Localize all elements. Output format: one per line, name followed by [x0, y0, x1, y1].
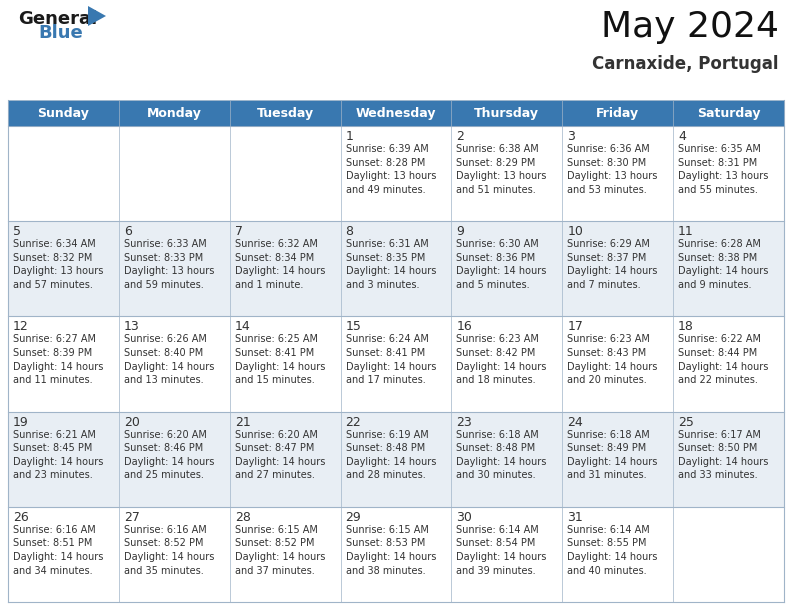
- Text: Sunrise: 6:33 AM
Sunset: 8:33 PM
Daylight: 13 hours
and 59 minutes.: Sunrise: 6:33 AM Sunset: 8:33 PM Dayligh…: [124, 239, 214, 290]
- Text: 4: 4: [678, 130, 686, 143]
- Text: Sunrise: 6:26 AM
Sunset: 8:40 PM
Daylight: 14 hours
and 13 minutes.: Sunrise: 6:26 AM Sunset: 8:40 PM Dayligh…: [124, 334, 214, 385]
- Text: Carnaxide, Portugal: Carnaxide, Portugal: [592, 55, 779, 73]
- Text: 2: 2: [456, 130, 464, 143]
- Bar: [8, 507, 784, 602]
- Text: 28: 28: [234, 511, 250, 524]
- Text: Sunrise: 6:38 AM
Sunset: 8:29 PM
Daylight: 13 hours
and 51 minutes.: Sunrise: 6:38 AM Sunset: 8:29 PM Dayligh…: [456, 144, 546, 195]
- Text: 16: 16: [456, 321, 472, 334]
- Text: Sunrise: 6:32 AM
Sunset: 8:34 PM
Daylight: 14 hours
and 1 minute.: Sunrise: 6:32 AM Sunset: 8:34 PM Dayligh…: [234, 239, 325, 290]
- Text: 13: 13: [124, 321, 139, 334]
- Text: 30: 30: [456, 511, 472, 524]
- Text: Wednesday: Wednesday: [356, 106, 436, 119]
- Text: 7: 7: [234, 225, 242, 238]
- Text: Sunrise: 6:14 AM
Sunset: 8:55 PM
Daylight: 14 hours
and 40 minutes.: Sunrise: 6:14 AM Sunset: 8:55 PM Dayligh…: [567, 525, 657, 576]
- Bar: [8, 100, 784, 126]
- Text: Sunrise: 6:28 AM
Sunset: 8:38 PM
Daylight: 14 hours
and 9 minutes.: Sunrise: 6:28 AM Sunset: 8:38 PM Dayligh…: [678, 239, 768, 290]
- Text: 12: 12: [13, 321, 29, 334]
- Text: Saturday: Saturday: [697, 106, 760, 119]
- Text: Sunrise: 6:20 AM
Sunset: 8:46 PM
Daylight: 14 hours
and 25 minutes.: Sunrise: 6:20 AM Sunset: 8:46 PM Dayligh…: [124, 430, 214, 480]
- Text: 27: 27: [124, 511, 139, 524]
- Bar: [8, 412, 784, 507]
- Text: Sunrise: 6:27 AM
Sunset: 8:39 PM
Daylight: 14 hours
and 11 minutes.: Sunrise: 6:27 AM Sunset: 8:39 PM Dayligh…: [13, 334, 104, 385]
- Text: General: General: [18, 10, 97, 28]
- Bar: [8, 316, 784, 412]
- Text: Sunrise: 6:24 AM
Sunset: 8:41 PM
Daylight: 14 hours
and 17 minutes.: Sunrise: 6:24 AM Sunset: 8:41 PM Dayligh…: [345, 334, 436, 385]
- Text: 26: 26: [13, 511, 29, 524]
- Text: Sunrise: 6:39 AM
Sunset: 8:28 PM
Daylight: 13 hours
and 49 minutes.: Sunrise: 6:39 AM Sunset: 8:28 PM Dayligh…: [345, 144, 436, 195]
- Text: Sunrise: 6:19 AM
Sunset: 8:48 PM
Daylight: 14 hours
and 28 minutes.: Sunrise: 6:19 AM Sunset: 8:48 PM Dayligh…: [345, 430, 436, 480]
- Text: Sunrise: 6:36 AM
Sunset: 8:30 PM
Daylight: 13 hours
and 53 minutes.: Sunrise: 6:36 AM Sunset: 8:30 PM Dayligh…: [567, 144, 657, 195]
- Text: Sunrise: 6:30 AM
Sunset: 8:36 PM
Daylight: 14 hours
and 5 minutes.: Sunrise: 6:30 AM Sunset: 8:36 PM Dayligh…: [456, 239, 546, 290]
- Text: Sunrise: 6:35 AM
Sunset: 8:31 PM
Daylight: 13 hours
and 55 minutes.: Sunrise: 6:35 AM Sunset: 8:31 PM Dayligh…: [678, 144, 768, 195]
- Text: Tuesday: Tuesday: [257, 106, 314, 119]
- Text: Sunrise: 6:16 AM
Sunset: 8:51 PM
Daylight: 14 hours
and 34 minutes.: Sunrise: 6:16 AM Sunset: 8:51 PM Dayligh…: [13, 525, 104, 576]
- Text: Thursday: Thursday: [474, 106, 539, 119]
- Text: 20: 20: [124, 416, 139, 428]
- Text: Blue: Blue: [38, 24, 82, 42]
- Polygon shape: [88, 6, 106, 26]
- Text: Sunrise: 6:18 AM
Sunset: 8:48 PM
Daylight: 14 hours
and 30 minutes.: Sunrise: 6:18 AM Sunset: 8:48 PM Dayligh…: [456, 430, 546, 480]
- Text: Sunrise: 6:15 AM
Sunset: 8:53 PM
Daylight: 14 hours
and 38 minutes.: Sunrise: 6:15 AM Sunset: 8:53 PM Dayligh…: [345, 525, 436, 576]
- Text: 10: 10: [567, 225, 583, 238]
- Text: Sunrise: 6:20 AM
Sunset: 8:47 PM
Daylight: 14 hours
and 27 minutes.: Sunrise: 6:20 AM Sunset: 8:47 PM Dayligh…: [234, 430, 325, 480]
- Text: 22: 22: [345, 416, 361, 428]
- Text: 8: 8: [345, 225, 353, 238]
- Text: 21: 21: [234, 416, 250, 428]
- Text: Sunrise: 6:23 AM
Sunset: 8:42 PM
Daylight: 14 hours
and 18 minutes.: Sunrise: 6:23 AM Sunset: 8:42 PM Dayligh…: [456, 334, 546, 385]
- Text: 15: 15: [345, 321, 361, 334]
- Text: 14: 14: [234, 321, 250, 334]
- Text: 3: 3: [567, 130, 575, 143]
- Text: 5: 5: [13, 225, 21, 238]
- Text: 24: 24: [567, 416, 583, 428]
- Bar: [8, 221, 784, 316]
- Text: Sunrise: 6:16 AM
Sunset: 8:52 PM
Daylight: 14 hours
and 35 minutes.: Sunrise: 6:16 AM Sunset: 8:52 PM Dayligh…: [124, 525, 214, 576]
- Text: Sunrise: 6:22 AM
Sunset: 8:44 PM
Daylight: 14 hours
and 22 minutes.: Sunrise: 6:22 AM Sunset: 8:44 PM Dayligh…: [678, 334, 768, 385]
- Text: 9: 9: [456, 225, 464, 238]
- Bar: [8, 126, 784, 221]
- Text: Sunrise: 6:34 AM
Sunset: 8:32 PM
Daylight: 13 hours
and 57 minutes.: Sunrise: 6:34 AM Sunset: 8:32 PM Dayligh…: [13, 239, 104, 290]
- Text: 6: 6: [124, 225, 131, 238]
- Text: 29: 29: [345, 511, 361, 524]
- Text: Sunrise: 6:14 AM
Sunset: 8:54 PM
Daylight: 14 hours
and 39 minutes.: Sunrise: 6:14 AM Sunset: 8:54 PM Dayligh…: [456, 525, 546, 576]
- Text: Sunrise: 6:17 AM
Sunset: 8:50 PM
Daylight: 14 hours
and 33 minutes.: Sunrise: 6:17 AM Sunset: 8:50 PM Dayligh…: [678, 430, 768, 480]
- Text: 1: 1: [345, 130, 353, 143]
- Text: Sunrise: 6:23 AM
Sunset: 8:43 PM
Daylight: 14 hours
and 20 minutes.: Sunrise: 6:23 AM Sunset: 8:43 PM Dayligh…: [567, 334, 657, 385]
- Text: 18: 18: [678, 321, 694, 334]
- Text: Sunrise: 6:25 AM
Sunset: 8:41 PM
Daylight: 14 hours
and 15 minutes.: Sunrise: 6:25 AM Sunset: 8:41 PM Dayligh…: [234, 334, 325, 385]
- Text: Monday: Monday: [147, 106, 202, 119]
- Text: 31: 31: [567, 511, 583, 524]
- Text: 11: 11: [678, 225, 694, 238]
- Text: Sunday: Sunday: [37, 106, 89, 119]
- Text: 25: 25: [678, 416, 694, 428]
- Text: May 2024: May 2024: [601, 10, 779, 44]
- Text: 23: 23: [456, 416, 472, 428]
- Text: 17: 17: [567, 321, 583, 334]
- Text: 19: 19: [13, 416, 29, 428]
- Text: Sunrise: 6:31 AM
Sunset: 8:35 PM
Daylight: 14 hours
and 3 minutes.: Sunrise: 6:31 AM Sunset: 8:35 PM Dayligh…: [345, 239, 436, 290]
- Text: Friday: Friday: [596, 106, 639, 119]
- Text: Sunrise: 6:15 AM
Sunset: 8:52 PM
Daylight: 14 hours
and 37 minutes.: Sunrise: 6:15 AM Sunset: 8:52 PM Dayligh…: [234, 525, 325, 576]
- Text: Sunrise: 6:21 AM
Sunset: 8:45 PM
Daylight: 14 hours
and 23 minutes.: Sunrise: 6:21 AM Sunset: 8:45 PM Dayligh…: [13, 430, 104, 480]
- Text: Sunrise: 6:29 AM
Sunset: 8:37 PM
Daylight: 14 hours
and 7 minutes.: Sunrise: 6:29 AM Sunset: 8:37 PM Dayligh…: [567, 239, 657, 290]
- Text: Sunrise: 6:18 AM
Sunset: 8:49 PM
Daylight: 14 hours
and 31 minutes.: Sunrise: 6:18 AM Sunset: 8:49 PM Dayligh…: [567, 430, 657, 480]
